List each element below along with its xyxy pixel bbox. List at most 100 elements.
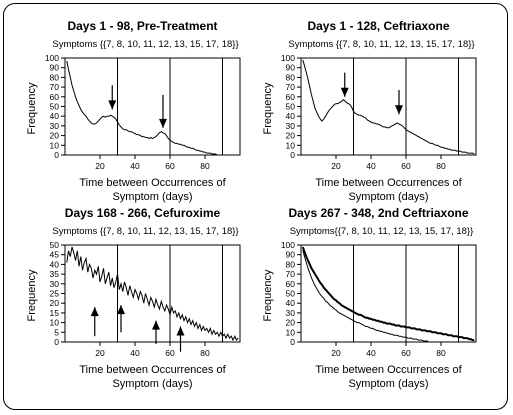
y-tick-label: 10 [50,318,60,328]
chart-panel-2: Days 1 - 128, Ceftriaxone Symptoms {{7, 8… [262,19,477,203]
y-axis-label: Frequency [262,82,274,134]
y-tick-label: 40 [286,111,296,121]
chart-title: Days 168 - 266, Cefuroxime [65,206,221,220]
y-tick-label: 50 [50,240,60,250]
y-tick-label: 70 [50,82,60,92]
x-tick-label: 80 [200,348,210,358]
chart-panel-1: Days 1 - 98, Pre-Treatment Symptoms {{7, … [26,19,241,203]
x-tick-label: 60 [165,348,175,358]
chart-title: Days 1 - 98, Pre-Treatment [67,19,217,33]
x-tick-label: 80 [200,161,210,171]
y-tick-label: 40 [50,259,60,269]
y-tick-label: 0 [290,337,295,347]
annotation-arrow-head [90,307,99,317]
chart-panel-3: Days 168 - 266, Cefuroxime Symptoms {{7, … [26,206,241,390]
x-axis-label-line-1: Time between Occurrences of [79,364,226,376]
x-tick-label: 80 [436,348,446,358]
x-tick-label: 20 [95,161,105,171]
x-tick-label: 40 [130,348,140,358]
y-tick-label: 30 [50,279,60,289]
plot-area [64,57,241,156]
y-tick-label: 100 [45,53,59,63]
annotation-arrow-head [152,320,160,330]
series-line-1 [302,249,430,343]
x-axis-label-line-2: Symptom (days) [112,191,192,203]
chart-title: Days 267 - 348, 2nd Ceftriaxone [288,206,468,220]
y-axis-label: Frequency [26,269,38,321]
x-tick-label: 40 [366,348,376,358]
y-tick-label: 60 [50,92,60,102]
series-line-2 [301,246,475,342]
annotation-arrow-head [159,118,167,128]
x-axis-label-line-1: Time between Occurrences of [315,177,462,189]
x-tick-label: 20 [331,161,341,171]
y-tick-label: 20 [286,318,296,328]
y-tick-label: 90 [50,63,60,73]
plot-area [300,244,477,343]
y-tick-label: 0 [54,337,59,347]
annotation-arrow-head [395,105,403,115]
x-tick-label: 20 [95,348,105,358]
x-axis-label-line-1: Time between Occurrences of [315,364,462,376]
plot-area [64,244,241,343]
y-tick-label: 5 [54,327,59,337]
y-tick-label: 20 [50,131,60,141]
y-axis-label: Frequency [262,269,274,321]
y-tick-label: 10 [50,140,60,150]
y-tick-label: 80 [50,72,60,82]
y-tick-label: 100 [281,240,295,250]
y-tick-label: 70 [286,269,296,279]
x-tick-label: 60 [165,161,175,171]
x-axis-label-line-2: Symptom (days) [112,378,192,390]
x-tick-label: 20 [331,348,341,358]
x-tick-label: 80 [436,161,446,171]
y-tick-label: 10 [286,327,296,337]
y-tick-label: 90 [286,250,296,260]
y-tick-label: 100 [281,53,295,63]
y-tick-label: 90 [286,63,296,73]
annotation-arrow-head [108,100,117,110]
annotation-arrow-head [117,305,125,315]
y-tick-label: 10 [286,140,296,150]
y-tick-label: 60 [286,92,296,102]
y-tick-label: 40 [50,111,60,121]
y-axis-label: Frequency [26,82,38,134]
chart-subtitle: Symptoms {{7, 8, 10, 11, 12, 13, 15, 17,… [52,39,238,50]
figure-frame [3,3,508,410]
x-tick-label: 40 [130,161,140,171]
y-tick-label: 30 [50,121,60,131]
y-tick-label: 40 [286,298,296,308]
y-tick-label: 50 [286,102,296,112]
y-tick-label: 45 [50,250,60,260]
x-axis-label-line-1: Time between Occurrences of [79,177,226,189]
y-tick-label: 0 [54,150,59,160]
x-tick-label: 40 [366,161,376,171]
series-line-1 [66,60,221,156]
y-tick-label: 0 [290,150,295,160]
y-tick-label: 80 [286,72,296,82]
chart-subtitle: Symptoms {{7, 8, 10, 11, 12, 13, 15, 17,… [52,226,238,237]
y-tick-label: 80 [286,259,296,269]
y-tick-label: 30 [286,121,296,131]
y-tick-label: 30 [286,308,296,318]
chart-subtitle: Symptoms{{7, 8, 10, 11, 12, 13, 15, 17, … [290,226,474,237]
chart-panel-4: Days 267 - 348, 2nd Ceftriaxone Symptoms{… [262,206,477,390]
y-tick-label: 60 [286,279,296,289]
chart-subtitle: Symptoms {{7, 8, 10, 11, 12, 13, 15, 17,… [288,39,474,50]
y-tick-label: 25 [50,289,60,299]
x-tick-label: 60 [401,161,411,171]
x-tick-label: 60 [401,348,411,358]
x-axis-label-line-2: Symptom (days) [348,191,428,203]
y-tick-label: 20 [50,298,60,308]
annotation-arrow-head [176,326,185,336]
y-tick-label: 50 [286,289,296,299]
plot-area [300,57,477,156]
x-axis-label-line-2: Symptom (days) [348,378,428,390]
series-line-1 [66,246,239,342]
y-tick-label: 50 [50,102,60,112]
y-tick-label: 15 [50,308,60,318]
y-tick-label: 70 [286,82,296,92]
y-tick-label: 20 [286,131,296,141]
